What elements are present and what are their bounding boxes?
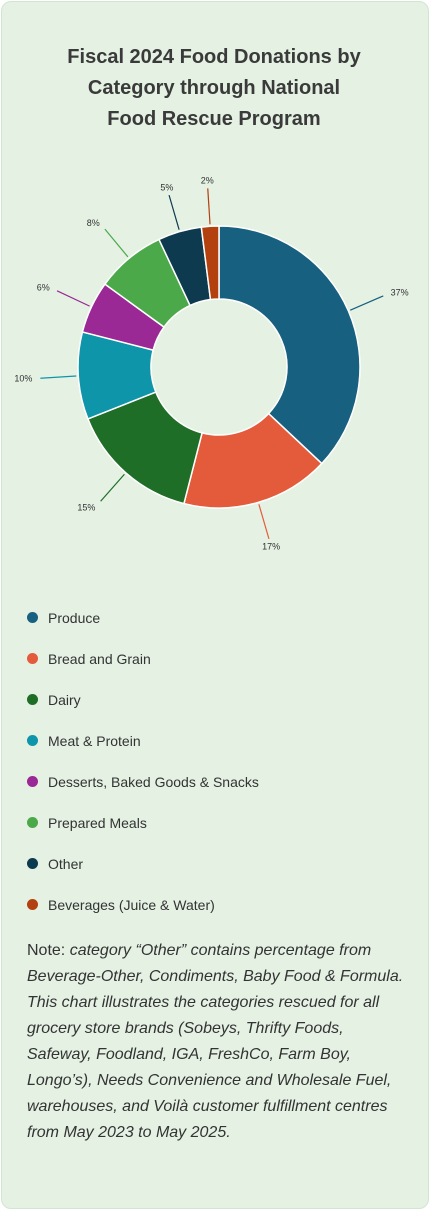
legend-swatch: [27, 653, 38, 664]
legend-item-prepared-meals: Prepared Meals: [27, 802, 417, 843]
legend-item-beverages-juice-water: Beverages (Juice & Water): [27, 884, 417, 925]
slice-bread-and-grain: [183, 412, 323, 509]
slice-beverages-juice-water: [200, 225, 220, 301]
legend-label: Produce: [48, 609, 101, 626]
leader-line-bread-and-grain: [258, 504, 270, 540]
donut-chart: 37% 17% 15% 10% 6% 8% 5% 2%: [14, 175, 409, 552]
legend-label: Bread and Grain: [48, 650, 151, 667]
legend-swatch: [27, 612, 38, 623]
slice-produce: [218, 225, 361, 465]
leader-line-desserts-baked-goods-snacks: [56, 290, 90, 307]
leader-line-meat-protein: [40, 375, 77, 379]
legend-label: Beverages (Juice & Water): [48, 896, 215, 913]
chart-title-line-3: Food Rescue Program: [107, 108, 321, 130]
chart-title: Fiscal 2024 Food Donations by Category t…: [22, 42, 406, 135]
legend-label: Other: [48, 855, 84, 872]
chart-legend: Produce Bread and Grain Dairy Meat & Protei…: [27, 597, 417, 925]
legend-item-other: Other: [27, 843, 417, 884]
note-prefix: Note:: [27, 942, 70, 959]
data-label-bread-and-grain: 17%: [262, 542, 280, 552]
legend-swatch: [27, 694, 38, 705]
chart-note: Note: category “Other” contains percenta…: [27, 938, 407, 1146]
data-label-beverages-juice-water: 2%: [201, 175, 214, 185]
legend-swatch: [27, 817, 38, 828]
legend-swatch: [27, 735, 38, 746]
data-label-other: 5%: [160, 182, 173, 192]
data-label-desserts-baked-goods-snacks: 6%: [37, 282, 50, 292]
note-text: category “Other” contains percentage fro…: [27, 942, 404, 1141]
legend-label: Desserts, Baked Goods & Snacks: [48, 773, 259, 790]
data-label-prepared-meals: 8%: [87, 218, 100, 228]
data-label-dairy: 15%: [77, 502, 95, 512]
legend-item-bread-and-grain: Bread and Grain: [27, 638, 417, 679]
legend-swatch: [27, 776, 38, 787]
legend-item-dairy: Dairy: [27, 679, 417, 720]
legend-label: Meat & Protein: [48, 732, 141, 749]
legend-label: Dairy: [48, 691, 81, 708]
legend-swatch: [27, 858, 38, 869]
leader-line-dairy: [100, 473, 125, 502]
legend-item-produce: Produce: [27, 597, 417, 638]
leader-line-beverages-juice-water: [207, 188, 211, 225]
data-label-produce: 37%: [391, 288, 409, 298]
leader-line-other: [168, 194, 180, 230]
chart-title-line-1: Fiscal 2024 Food Donations by: [67, 46, 361, 68]
data-label-meat-protein: 10%: [14, 374, 32, 384]
legend-item-desserts-baked-goods-snacks: Desserts, Baked Goods & Snacks: [27, 761, 417, 802]
leader-line-produce: [350, 295, 384, 311]
legend-label: Prepared Meals: [48, 814, 147, 831]
legend-swatch: [27, 899, 38, 910]
chart-title-line-2: Category through National: [87, 77, 341, 99]
legend-item-meat-protein: Meat & Protein: [27, 720, 417, 761]
leader-line-prepared-meals: [104, 228, 129, 258]
